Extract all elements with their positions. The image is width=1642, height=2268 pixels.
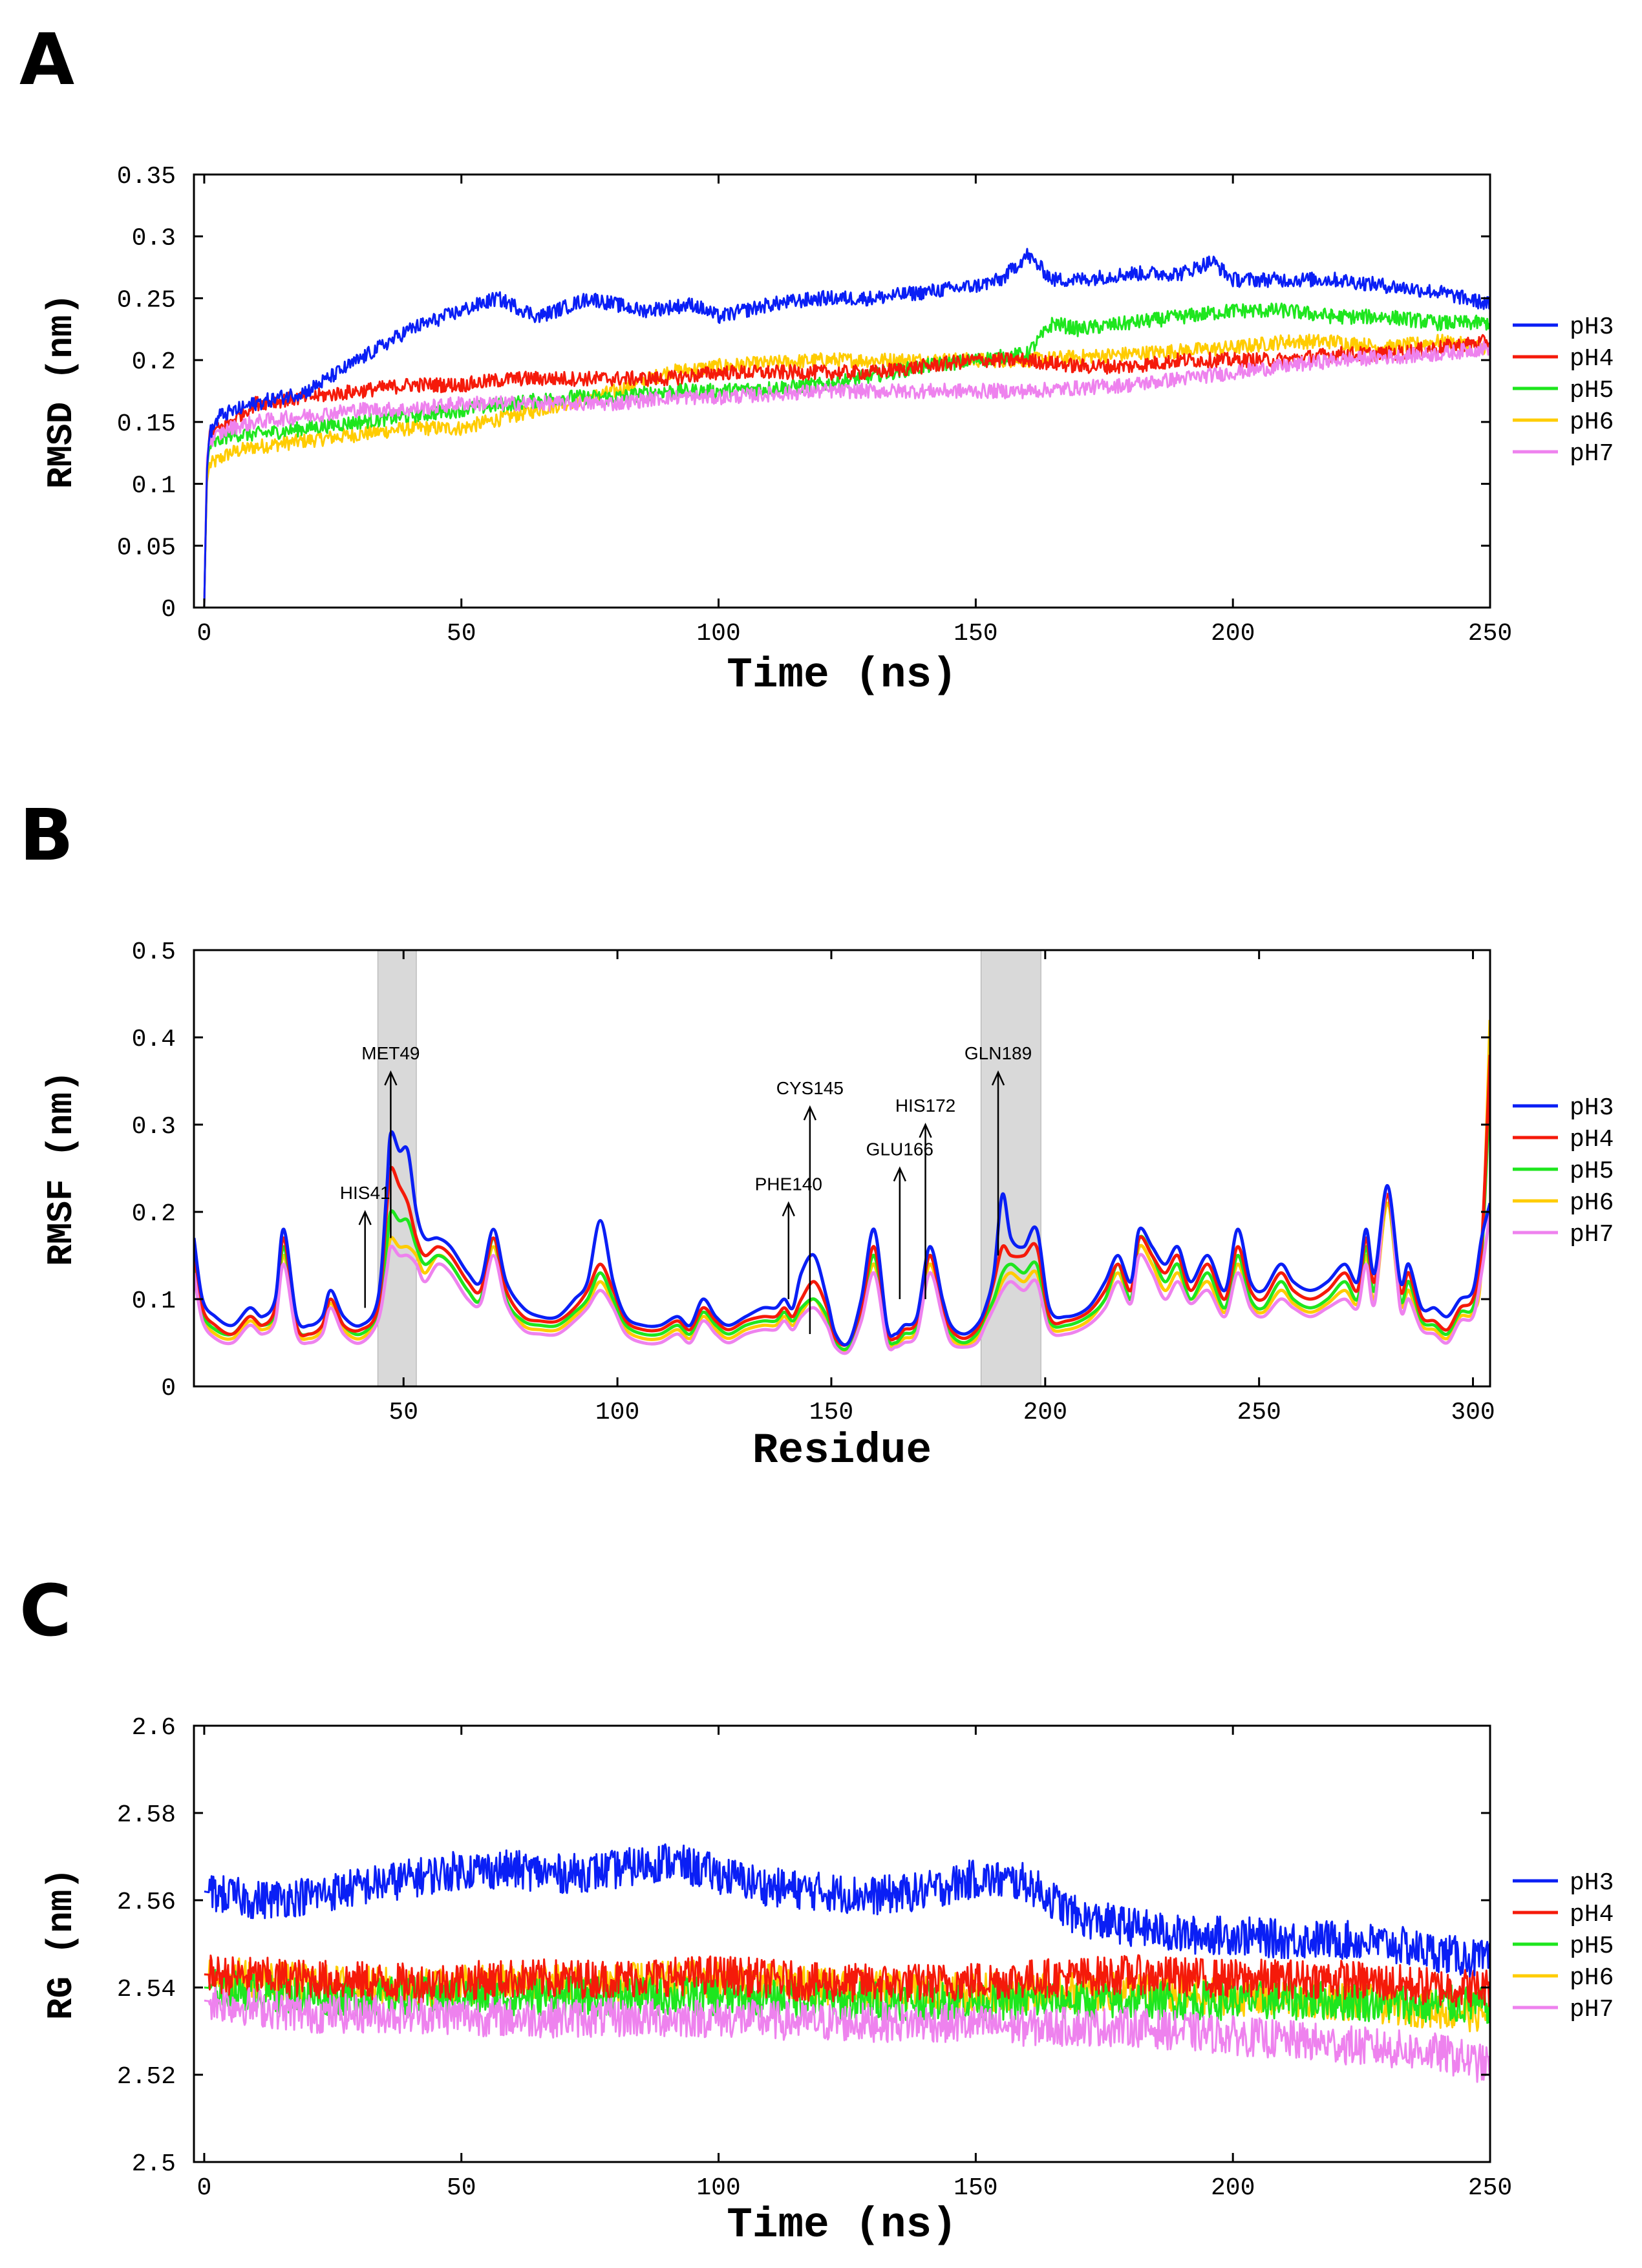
annotation-label: GLN189 <box>965 1043 1032 1063</box>
legend-label-ph4: pH4 <box>1570 1901 1614 1929</box>
x-tick-label: 50 <box>389 1399 418 1426</box>
legend-label-ph5: pH5 <box>1570 1933 1614 1960</box>
y-tick-label: 2.52 <box>117 2063 176 2091</box>
legend-label-ph5: pH5 <box>1570 377 1614 405</box>
panel-letter-a: A <box>19 18 74 101</box>
y-tick-label: 0.1 <box>132 472 176 500</box>
x-tick-label: 200 <box>1211 620 1255 648</box>
series-line-ph3 <box>194 1130 1490 1347</box>
annotation-arrowhead <box>803 1105 817 1121</box>
y-tick-label: 2.56 <box>117 1889 176 1916</box>
y-tick-label: 0.05 <box>117 534 176 562</box>
x-tick-label: 150 <box>809 1399 853 1426</box>
y-tick-label: 0 <box>161 596 176 624</box>
y-tick-label: 0.2 <box>132 1200 176 1228</box>
series-line-ph7 <box>203 341 1490 608</box>
x-tick-label: 250 <box>1468 2174 1512 2202</box>
legend-label-ph3: pH3 <box>1570 313 1614 341</box>
x-tick-label: 100 <box>595 1399 639 1426</box>
legend-label-ph3: pH3 <box>1570 1094 1614 1122</box>
annotation-arrowhead <box>893 1166 906 1182</box>
x-tick-label: 50 <box>447 620 476 648</box>
x-tick-label: 200 <box>1023 1399 1067 1426</box>
legend-label-ph4: pH4 <box>1570 345 1614 373</box>
x-tick-label: 200 <box>1211 2174 1255 2202</box>
annotation-label: MET49 <box>361 1043 420 1063</box>
legend-label-ph7: pH7 <box>1570 1221 1614 1249</box>
x-tick-label: 50 <box>447 2174 476 2202</box>
annotation-label: HIS172 <box>895 1096 955 1116</box>
annotation-label: CYS145 <box>776 1078 844 1098</box>
y-tick-label: 0.25 <box>117 286 176 314</box>
annotation-arrowhead <box>991 1070 1005 1086</box>
series-line-ph7 <box>194 1183 1490 1355</box>
x-tick-label: 300 <box>1451 1399 1495 1426</box>
annotation-label: PHE140 <box>755 1174 822 1194</box>
series-group <box>203 248 1490 608</box>
series-line-ph4 <box>203 334 1490 608</box>
y-tick-label: 0.35 <box>117 163 176 191</box>
y-tick-label: 2.6 <box>132 1714 176 1742</box>
x-axis-label: Time (ns) <box>727 2201 957 2249</box>
plot-frame <box>193 1724 1491 2163</box>
legend-label-ph7: pH7 <box>1570 1996 1614 2024</box>
x-tick-label: 250 <box>1237 1399 1281 1426</box>
legend-label-ph5: pH5 <box>1570 1158 1614 1185</box>
y-tick-label: 2.54 <box>117 1976 176 2004</box>
series-group <box>204 1843 1490 2083</box>
series-line-ph3 <box>204 1843 1490 1978</box>
plot-frame <box>193 949 1491 1388</box>
legend-label-ph7: pH7 <box>1570 440 1614 468</box>
y-axis-label: RG (nm) <box>41 1868 82 2020</box>
y-axis-label: RMSD (nm) <box>41 293 82 489</box>
y-tick-label: 0.3 <box>132 1113 176 1141</box>
annotation-arrowhead <box>919 1122 932 1138</box>
series-line-ph7 <box>204 1986 1490 2083</box>
x-tick-label: 150 <box>954 2174 997 2202</box>
legend-label-ph6: pH6 <box>1570 1964 1614 1992</box>
legend-label-ph3: pH3 <box>1570 1869 1614 1897</box>
y-tick-label: 0.1 <box>132 1288 176 1315</box>
annotation-arrowhead <box>358 1209 372 1225</box>
panel-letter-b: B <box>19 794 74 876</box>
series-line-ph3 <box>203 248 1490 608</box>
annotation-label: GLU166 <box>866 1139 933 1160</box>
y-tick-label: 0.2 <box>132 348 176 376</box>
annotation-arrowhead <box>384 1070 398 1086</box>
series-group <box>194 1019 1490 1355</box>
plot-frame <box>193 173 1491 609</box>
y-tick-label: 0.4 <box>132 1026 176 1054</box>
y-tick-label: 0.3 <box>132 225 176 253</box>
legend-label-ph6: pH6 <box>1570 1189 1614 1217</box>
y-tick-label: 0.15 <box>117 410 176 438</box>
y-tick-label: 0.5 <box>132 938 176 966</box>
series-line-ph4 <box>204 1954 1490 2008</box>
x-tick-label: 250 <box>1468 620 1512 648</box>
x-tick-label: 100 <box>696 620 740 648</box>
legend-label-ph6: pH6 <box>1570 408 1614 436</box>
x-tick-label: 100 <box>696 2174 740 2202</box>
y-axis-label: RMSF (nm) <box>41 1070 82 1266</box>
x-axis-label: Residue <box>752 1426 932 1475</box>
series-line-ph6 <box>203 334 1490 608</box>
y-tick-label: 0 <box>161 1375 176 1403</box>
x-tick-label: 150 <box>954 620 997 648</box>
legend-label-ph4: pH4 <box>1570 1126 1614 1154</box>
annotation-arrowhead <box>782 1201 795 1217</box>
x-tick-label: 0 <box>197 2174 212 2202</box>
x-axis-label: Time (ns) <box>727 651 957 699</box>
panel-a: A 0 50 100 150 200 250 0 0.05 0.1 0.15 0.2 0.25 0.3 0.… <box>19 18 1614 699</box>
series-line-ph4 <box>194 1054 1490 1347</box>
annotation-label: HIS41 <box>340 1183 390 1203</box>
series-line-ph5 <box>203 302 1490 608</box>
y-tick-label: 2.58 <box>117 1801 176 1829</box>
panel-letter-c: C <box>19 1569 72 1652</box>
panel-c: C 0 50 100 150 200 250 2.5 2.52 2.54 2.56 2.58 2.6 Ti… <box>19 1569 1614 2249</box>
panel-b: B HIS41 MET49 PHE140 CYS145 GLU166 HIS172 GLN18… <box>19 794 1614 1475</box>
y-tick-label: 2.5 <box>132 2150 176 2178</box>
x-tick-label: 0 <box>197 620 212 648</box>
shaded-region <box>981 949 1041 1387</box>
